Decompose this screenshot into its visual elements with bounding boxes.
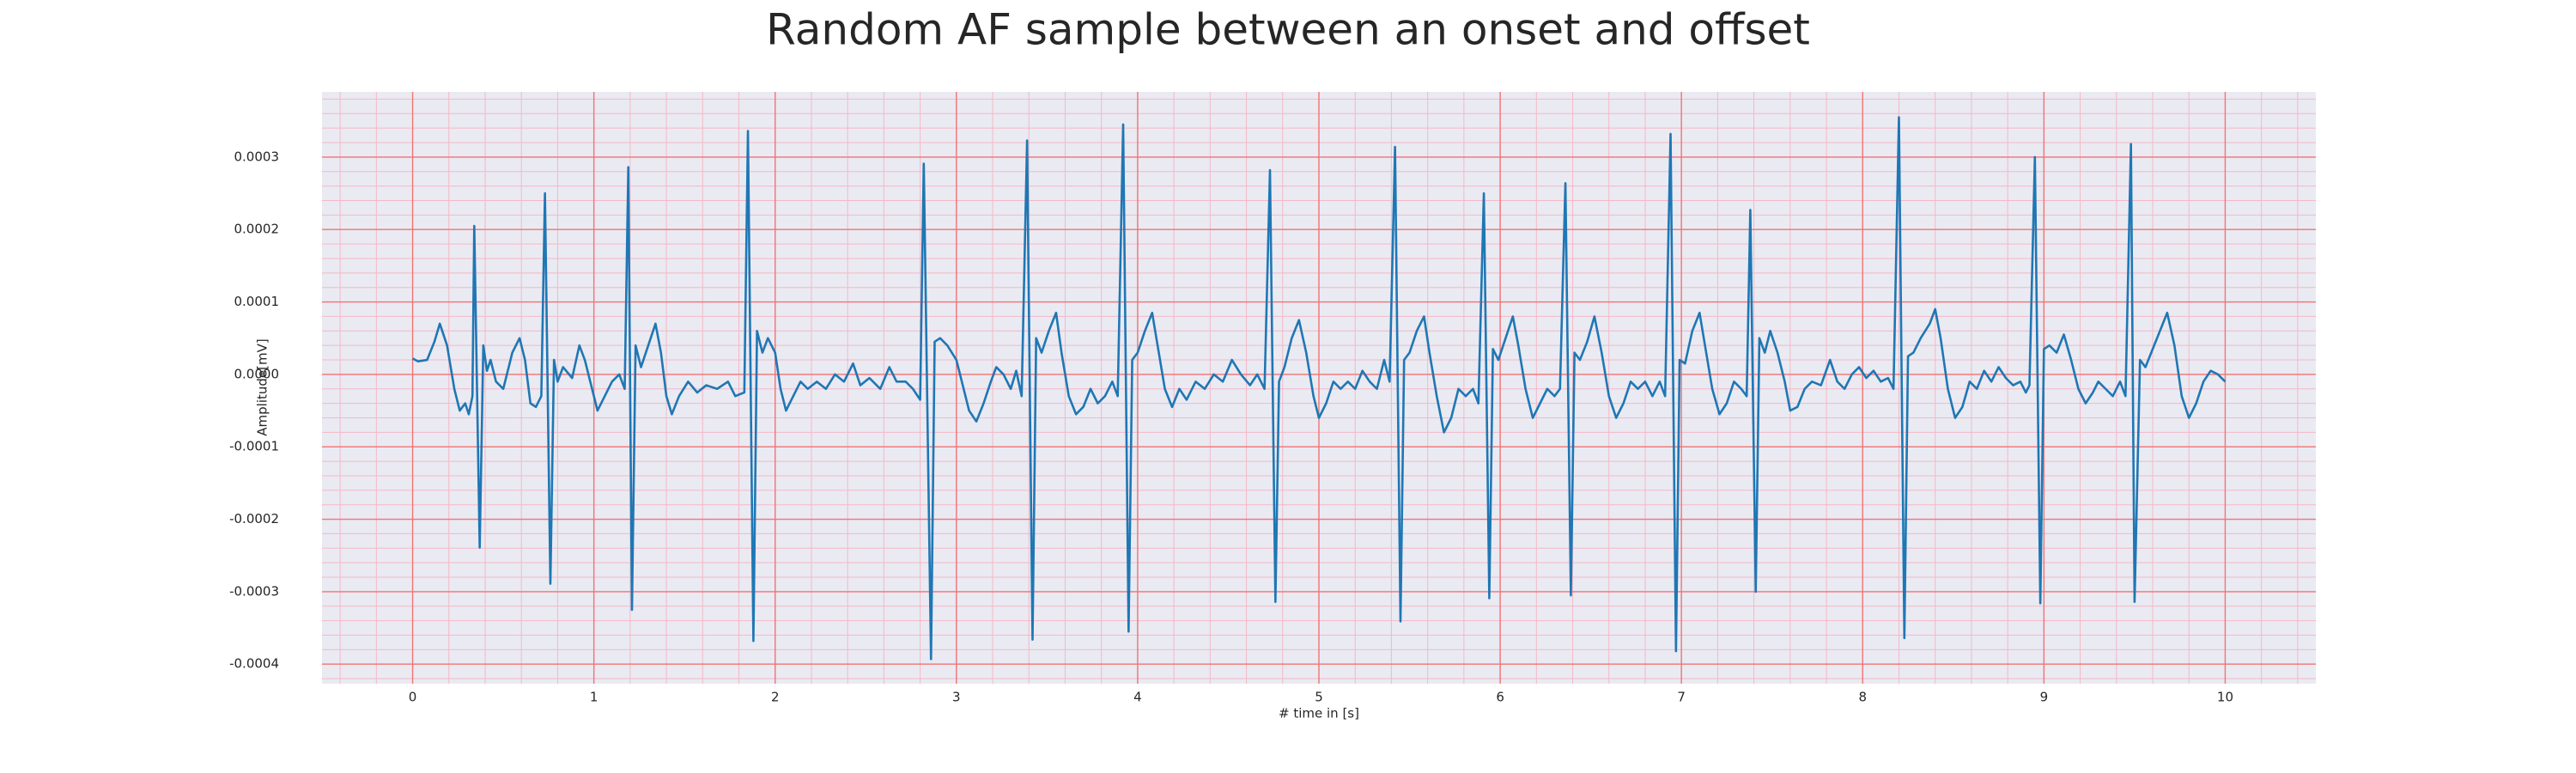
y-tick-label: -0.0004: [229, 656, 279, 672]
x-tick-label: 2: [771, 690, 780, 705]
y-tick-label: -0.0003: [229, 583, 279, 599]
x-tick-label: 5: [1315, 690, 1323, 705]
x-tick-label: 9: [2040, 690, 2049, 705]
x-tick-label: 6: [1496, 690, 1504, 705]
signal-line: [411, 116, 2227, 660]
x-axis-label: # time in [s]: [1279, 706, 1359, 721]
chart-title: Random AF sample between an onset and of…: [766, 5, 1810, 55]
x-tick-label: 8: [1858, 690, 1867, 705]
y-tick-label: -0.0002: [229, 511, 279, 526]
x-tick-label: 4: [1133, 690, 1142, 705]
y-tick-label: -0.0001: [229, 439, 279, 454]
plot-area: [322, 92, 2316, 684]
y-tick-label: 0.0001: [234, 294, 280, 309]
x-tick-label: 0: [409, 690, 417, 705]
y-tick-label: 0.0002: [234, 222, 280, 237]
x-tick-label: 7: [1677, 690, 1686, 705]
y-tick-label: 0.0003: [234, 149, 280, 164]
y-axis-label: Amplitude[mV]: [255, 338, 270, 435]
x-tick-label: 3: [952, 690, 961, 705]
y-tick-label: 0.0000: [234, 366, 280, 381]
x-tick-label: 1: [590, 690, 598, 705]
x-tick-label: 10: [2217, 690, 2233, 705]
